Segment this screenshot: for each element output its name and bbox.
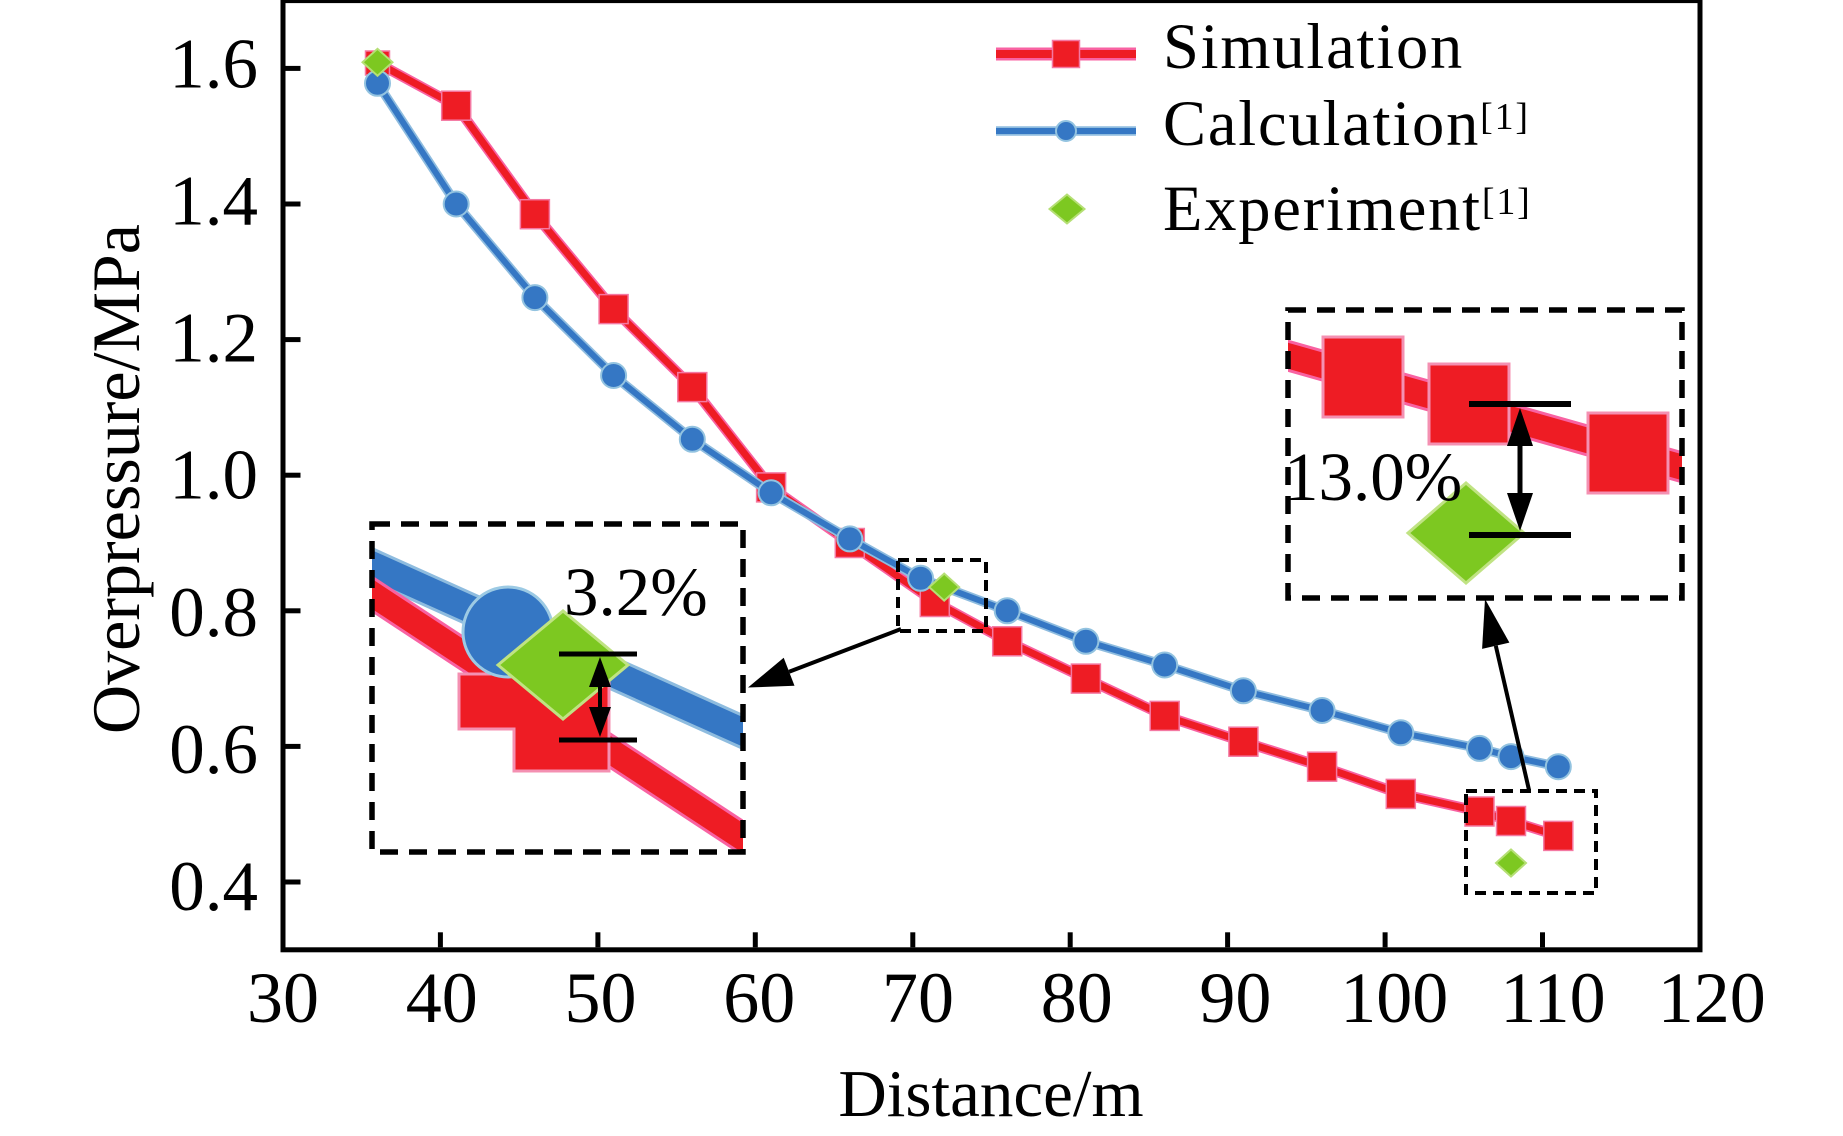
svg-text:50: 50 bbox=[565, 958, 637, 1038]
svg-text:Simulation: Simulation bbox=[1163, 11, 1464, 82]
svg-text:110: 110 bbox=[1500, 958, 1605, 1038]
svg-text:13.0%: 13.0% bbox=[1284, 439, 1462, 515]
svg-text:60: 60 bbox=[723, 958, 795, 1038]
svg-text:100: 100 bbox=[1340, 958, 1448, 1038]
svg-text:1.6: 1.6 bbox=[169, 26, 258, 104]
svg-text:1.4: 1.4 bbox=[169, 163, 258, 241]
svg-text:30: 30 bbox=[247, 958, 319, 1038]
svg-text:80: 80 bbox=[1041, 958, 1113, 1038]
svg-text:1.0: 1.0 bbox=[169, 437, 258, 515]
svg-text:70: 70 bbox=[882, 958, 954, 1038]
svg-text:0.8: 0.8 bbox=[169, 574, 258, 652]
svg-text:40: 40 bbox=[406, 958, 478, 1038]
svg-text:0.6: 0.6 bbox=[169, 711, 258, 789]
svg-text:Overpressure/MPa: Overpressure/MPa bbox=[78, 224, 154, 734]
svg-text:Experiment[1]: Experiment[1] bbox=[1163, 173, 1532, 244]
svg-text:3.2%: 3.2% bbox=[564, 554, 708, 630]
svg-text:120: 120 bbox=[1658, 958, 1766, 1038]
svg-text:Calculation[1]: Calculation[1] bbox=[1163, 88, 1530, 159]
svg-text:90: 90 bbox=[1199, 958, 1271, 1038]
svg-text:Distance/m: Distance/m bbox=[838, 1057, 1143, 1131]
svg-text:1.2: 1.2 bbox=[169, 300, 258, 378]
svg-text:0.4: 0.4 bbox=[169, 848, 258, 926]
